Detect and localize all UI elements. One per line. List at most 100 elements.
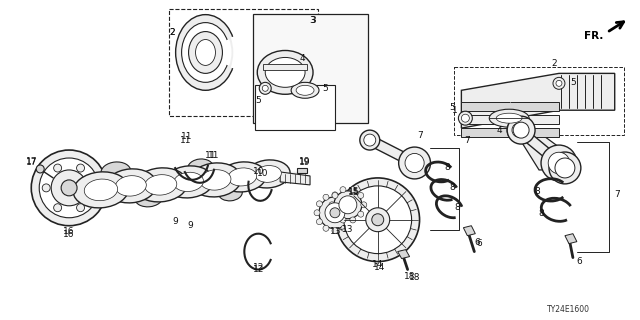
Text: TY24E1600: TY24E1600 bbox=[547, 305, 591, 314]
Text: 12: 12 bbox=[253, 265, 264, 274]
Ellipse shape bbox=[31, 150, 107, 226]
Ellipse shape bbox=[61, 180, 77, 196]
Bar bbox=[255, 85, 335, 130]
Polygon shape bbox=[565, 234, 577, 244]
Ellipse shape bbox=[360, 130, 380, 150]
Ellipse shape bbox=[512, 123, 526, 137]
Text: 8: 8 bbox=[445, 164, 451, 172]
Ellipse shape bbox=[88, 184, 96, 192]
Ellipse shape bbox=[348, 201, 353, 207]
Text: 9: 9 bbox=[188, 221, 193, 230]
Ellipse shape bbox=[145, 175, 177, 195]
Text: 8: 8 bbox=[534, 188, 540, 196]
Ellipse shape bbox=[36, 165, 44, 173]
Ellipse shape bbox=[358, 211, 364, 217]
Text: 4: 4 bbox=[497, 126, 502, 135]
Text: 4: 4 bbox=[300, 54, 305, 63]
Ellipse shape bbox=[344, 186, 412, 253]
Text: 11: 11 bbox=[205, 150, 216, 160]
Ellipse shape bbox=[323, 225, 329, 231]
Ellipse shape bbox=[265, 58, 305, 87]
Ellipse shape bbox=[332, 211, 338, 217]
Ellipse shape bbox=[366, 208, 390, 232]
Text: 18: 18 bbox=[409, 273, 420, 282]
Ellipse shape bbox=[259, 82, 271, 94]
Ellipse shape bbox=[316, 201, 323, 207]
Polygon shape bbox=[461, 73, 614, 128]
Text: 5: 5 bbox=[255, 96, 261, 105]
Ellipse shape bbox=[556, 80, 562, 86]
Polygon shape bbox=[367, 136, 417, 167]
Text: 6: 6 bbox=[474, 238, 480, 247]
Text: 11: 11 bbox=[181, 132, 193, 140]
Text: 11: 11 bbox=[180, 136, 191, 145]
Ellipse shape bbox=[341, 194, 347, 200]
Ellipse shape bbox=[255, 165, 282, 182]
Ellipse shape bbox=[541, 145, 577, 181]
Text: 17: 17 bbox=[26, 158, 37, 167]
Ellipse shape bbox=[173, 172, 204, 191]
Text: 3: 3 bbox=[310, 16, 316, 25]
Bar bbox=[253, 14, 368, 123]
Ellipse shape bbox=[105, 169, 157, 203]
Ellipse shape bbox=[405, 153, 424, 172]
Ellipse shape bbox=[330, 208, 340, 218]
Ellipse shape bbox=[175, 15, 236, 90]
Bar bbox=[461, 115, 559, 124]
Ellipse shape bbox=[291, 82, 319, 98]
Ellipse shape bbox=[334, 191, 362, 219]
Ellipse shape bbox=[513, 122, 529, 138]
Text: 8: 8 bbox=[454, 203, 460, 212]
Ellipse shape bbox=[135, 189, 163, 207]
Ellipse shape bbox=[332, 228, 338, 234]
Ellipse shape bbox=[296, 85, 314, 95]
Text: 5: 5 bbox=[449, 103, 455, 112]
Ellipse shape bbox=[218, 185, 243, 201]
Text: 2: 2 bbox=[170, 28, 175, 37]
Ellipse shape bbox=[51, 170, 87, 206]
Ellipse shape bbox=[361, 202, 367, 208]
Ellipse shape bbox=[196, 40, 216, 65]
Ellipse shape bbox=[77, 164, 84, 172]
Text: 2: 2 bbox=[551, 59, 557, 68]
Bar bbox=[263, 64, 307, 70]
Ellipse shape bbox=[339, 196, 357, 214]
Text: 12: 12 bbox=[253, 263, 264, 272]
Text: 5: 5 bbox=[322, 84, 328, 93]
Ellipse shape bbox=[134, 168, 188, 202]
Polygon shape bbox=[509, 125, 574, 170]
Ellipse shape bbox=[548, 152, 570, 174]
Ellipse shape bbox=[319, 197, 351, 229]
Ellipse shape bbox=[189, 163, 241, 197]
Ellipse shape bbox=[316, 219, 323, 225]
Text: 17: 17 bbox=[26, 157, 37, 166]
Ellipse shape bbox=[458, 111, 472, 125]
Ellipse shape bbox=[54, 164, 61, 172]
Ellipse shape bbox=[364, 134, 376, 146]
Ellipse shape bbox=[262, 85, 268, 91]
Ellipse shape bbox=[336, 178, 420, 261]
Ellipse shape bbox=[200, 170, 231, 190]
Text: 18: 18 bbox=[404, 272, 415, 281]
Ellipse shape bbox=[507, 116, 535, 144]
Ellipse shape bbox=[507, 118, 531, 142]
Ellipse shape bbox=[164, 166, 213, 198]
Ellipse shape bbox=[496, 113, 522, 123]
Text: 6: 6 bbox=[576, 257, 582, 266]
Text: 2: 2 bbox=[170, 28, 175, 37]
Ellipse shape bbox=[325, 203, 345, 223]
Ellipse shape bbox=[340, 217, 346, 223]
Text: 14: 14 bbox=[374, 263, 385, 272]
Polygon shape bbox=[516, 126, 562, 167]
Ellipse shape bbox=[218, 162, 266, 192]
Text: 3: 3 bbox=[309, 16, 315, 25]
Ellipse shape bbox=[314, 210, 320, 216]
Ellipse shape bbox=[323, 194, 329, 200]
Polygon shape bbox=[397, 250, 410, 259]
Text: FR.: FR. bbox=[584, 30, 604, 41]
Ellipse shape bbox=[332, 192, 338, 198]
Text: 14: 14 bbox=[372, 260, 383, 269]
Ellipse shape bbox=[341, 225, 347, 231]
Ellipse shape bbox=[399, 147, 431, 179]
Ellipse shape bbox=[39, 158, 99, 218]
